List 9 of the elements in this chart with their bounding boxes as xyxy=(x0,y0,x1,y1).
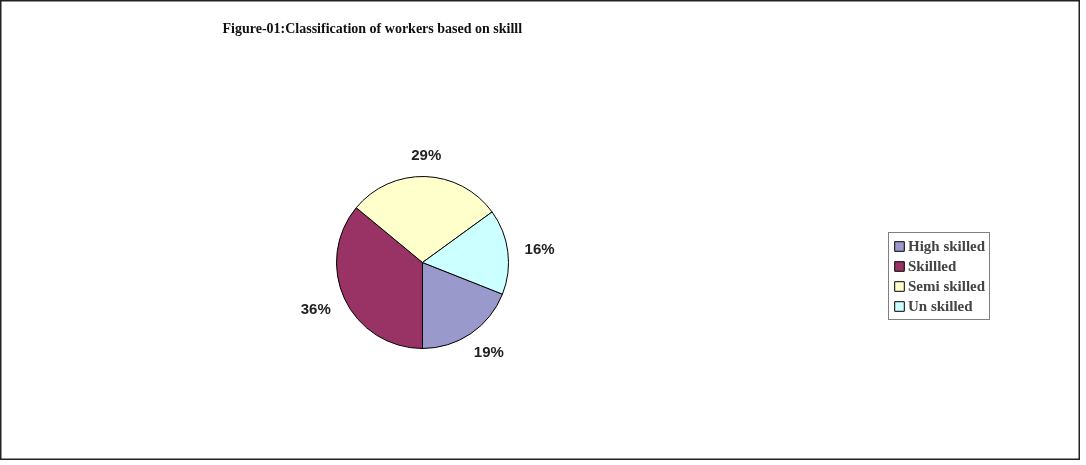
chart-title: Figure-01:Classification of workers based on skilll xyxy=(222,21,523,36)
data-label: 29% xyxy=(411,146,442,164)
legend-label: High skilled xyxy=(908,237,986,255)
data-label: 19% xyxy=(473,343,504,361)
data-label: 36% xyxy=(300,299,331,317)
legend-label: Semi skilled xyxy=(908,277,986,295)
data-label: 16% xyxy=(524,240,555,258)
legend-label: Skillled xyxy=(908,257,957,275)
legend-label: Un skilled xyxy=(908,297,973,315)
